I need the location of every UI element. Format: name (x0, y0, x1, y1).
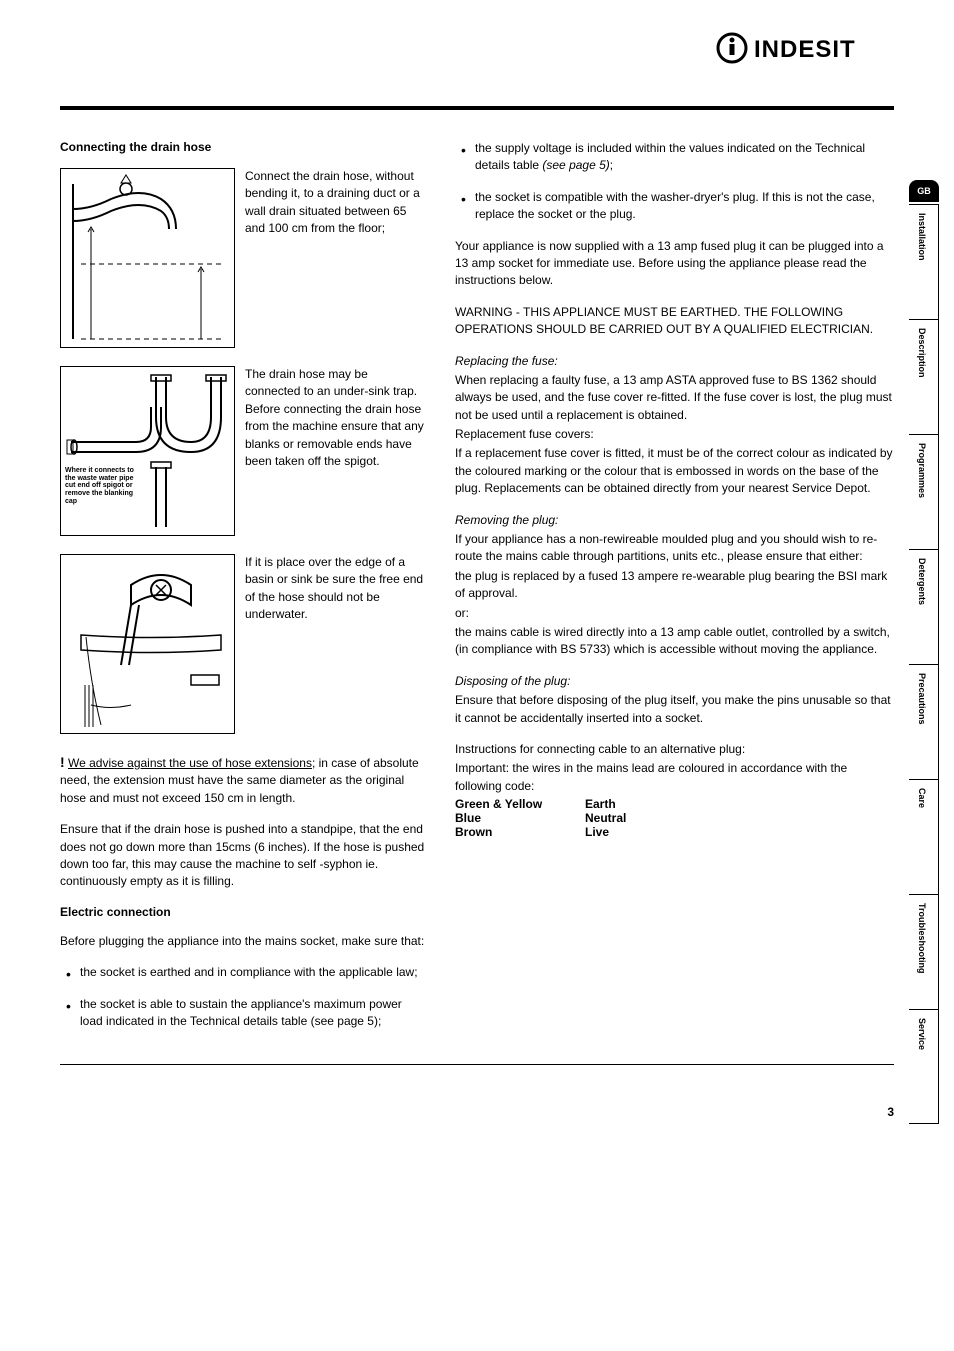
heading-fuse-covers: Replacement fuse covers: (455, 426, 894, 443)
heading-drain-hose: Connecting the drain hose (60, 140, 425, 154)
text-remove-or: or: (455, 605, 894, 622)
bullet-earthed: the socket is earthed and in compliance … (60, 964, 425, 981)
text-electric-intro: Before plugging the appliance into the m… (60, 933, 425, 950)
wire-row-live: Brown Live (455, 825, 894, 839)
sidebar-item-description: Description (909, 319, 939, 434)
heading-electric: Electric connection (60, 905, 425, 919)
heading-remove-plug: Removing the plug: (455, 512, 894, 529)
text-dispose-plug: Ensure that before disposing of the plug… (455, 692, 894, 727)
bullet-voltage: the supply voltage is included within th… (455, 140, 894, 175)
wire-row-neutral: Blue Neutral (455, 811, 894, 825)
wire-color-table: Green & Yellow Earth Blue Neutral Brown … (455, 797, 894, 839)
text-remove-plug-2: the plug is replaced by a fused 13 amper… (455, 568, 894, 603)
heading-replace-fuse: Replacing the fuse: (455, 353, 894, 370)
brand-logo: INDESIT (60, 30, 894, 71)
sidebar-item-installation: Installation (909, 204, 939, 319)
text-under-sink: The drain hose may be connected to an un… (245, 366, 425, 536)
sidebar-item-care: Care (909, 779, 939, 894)
text-wall-drain: Connect the drain hose, without bending … (245, 168, 425, 348)
text-standpipe-warning: Ensure that if the drain hose is pushed … (60, 821, 425, 891)
right-column: the supply voltage is included within th… (455, 140, 894, 1044)
left-column: Connecting the drain hose (60, 140, 425, 1044)
sidebar-item-precautions: Precautions (909, 664, 939, 779)
footer-divider (60, 1064, 894, 1065)
heading-dispose-plug: Disposing of the plug: (455, 673, 894, 690)
sidebar-item-programmes: Programmes (909, 434, 939, 549)
diagram-under-sink: Where it connects to the waste water pip… (60, 366, 235, 536)
text-earthing-warning: WARNING - THIS APPLIANCE MUST BE EARTHED… (455, 304, 894, 339)
warning-icon: ! (60, 754, 65, 770)
sidebar-country: GB (909, 180, 939, 202)
sidebar-item-service: Service (909, 1009, 939, 1124)
text-wire-code-intro: Important: the wires in the mains lead a… (455, 760, 894, 795)
text-13amp-plug: Your appliance is now supplied with a 13… (455, 238, 894, 290)
bullet-power-load: the socket is able to sustain the applia… (60, 996, 425, 1031)
diagram-caption-spigot: Where it connects to the waste water pip… (65, 467, 140, 505)
wire-row-earth: Green & Yellow Earth (455, 797, 894, 811)
text-remove-plug-1: If your appliance has a non-rewireable m… (455, 531, 894, 566)
diagram-basin-hook (60, 554, 235, 734)
diagram-wall-drain (60, 168, 235, 348)
page-number: 3 (60, 1105, 894, 1119)
list-electric-checks-cont: the supply voltage is included within th… (455, 140, 894, 224)
text-basin-hook: If it is place over the edge of a basin … (245, 554, 425, 734)
header-divider (60, 106, 894, 110)
text-alt-plug-instructions: Instructions for connecting cable to an … (455, 741, 894, 758)
text-remove-plug-3: the mains cable is wired directly into a… (455, 624, 894, 659)
warning-hose-extension: ! We advise against the use of hose exte… (60, 752, 425, 807)
bullet-socket-compat: the socket is compatible with the washer… (455, 189, 894, 224)
text-fuse-covers: If a replacement fuse cover is fitted, i… (455, 445, 894, 497)
sidebar-item-detergents: Detergents (909, 549, 939, 664)
list-electric-checks: the socket is earthed and in compliance … (60, 964, 425, 1030)
brand-text: INDESIT (754, 36, 856, 63)
sidebar-tabs: GB Installation Description Programmes D… (909, 180, 939, 1124)
text-replace-fuse: When replacing a faulty fuse, a 13 amp A… (455, 372, 894, 424)
sidebar-item-troubleshooting: Troubleshooting (909, 894, 939, 1009)
